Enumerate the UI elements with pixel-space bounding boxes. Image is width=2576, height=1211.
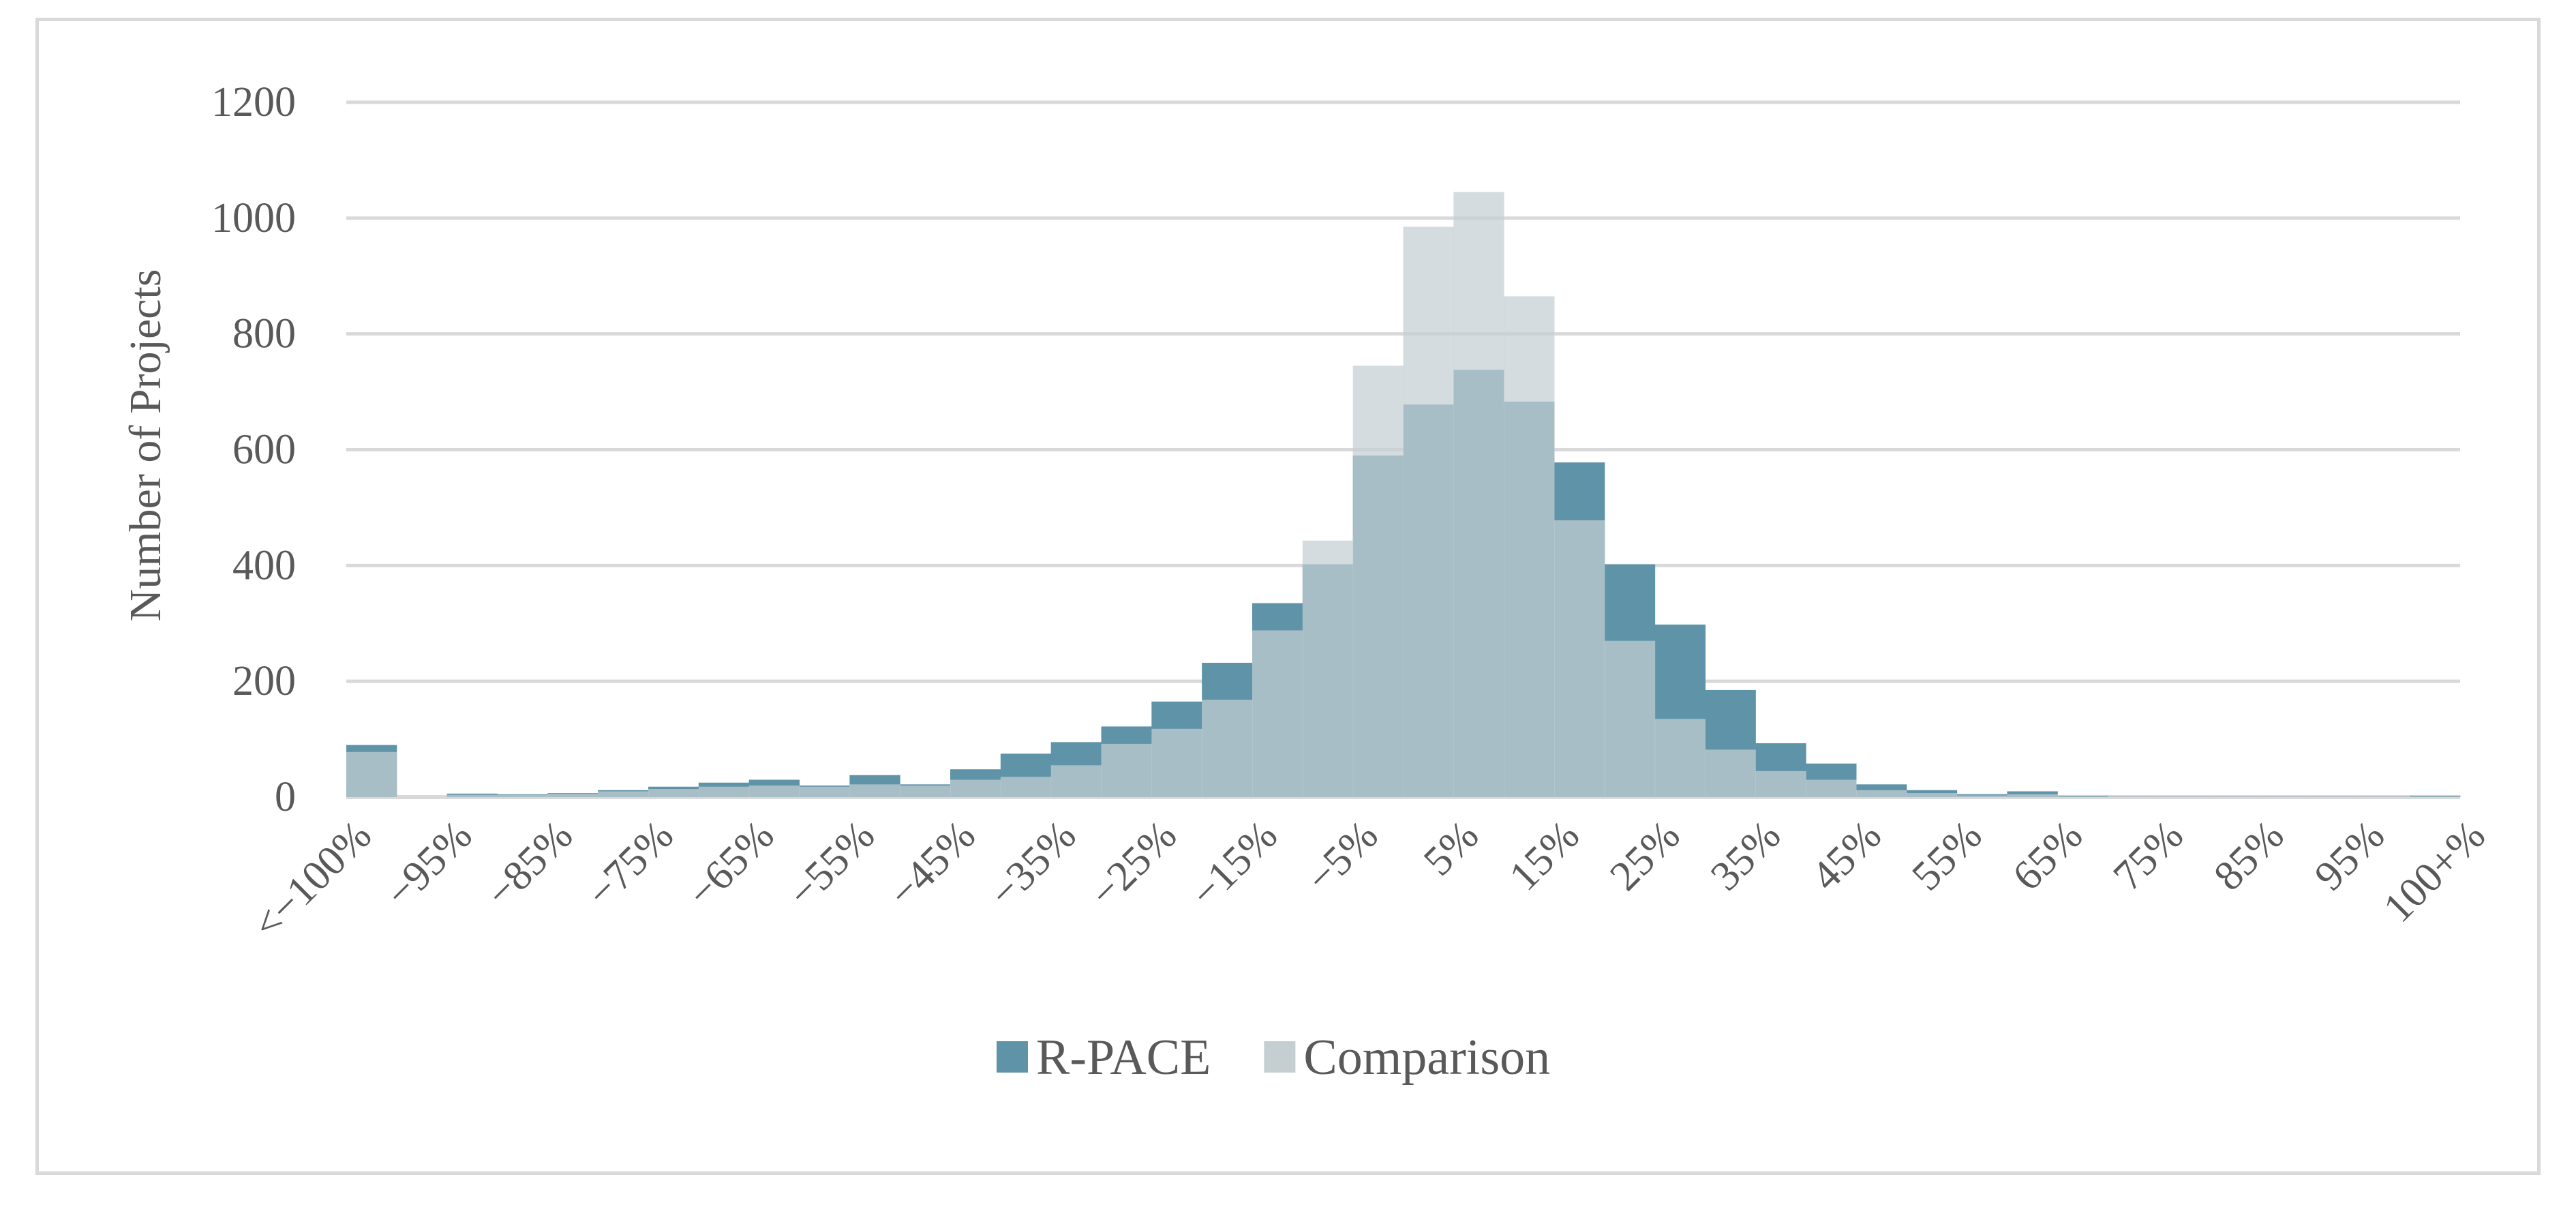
bar — [900, 786, 951, 797]
x-tick-label: −65% — [678, 812, 783, 916]
bar — [1806, 779, 1857, 797]
bar — [1352, 365, 1404, 797]
bar — [748, 786, 800, 797]
bar — [2309, 796, 2360, 797]
x-axis-ticks: <−100%−95%−85%−75%−65%−55%−45%−35%−25%−1… — [244, 812, 2494, 948]
x-tick-label: 5% — [1415, 812, 1488, 885]
bar — [346, 751, 397, 797]
bar — [1554, 520, 1605, 797]
x-tick-label: 15% — [1500, 812, 1588, 899]
bar — [698, 786, 750, 797]
bar — [2007, 794, 2058, 797]
bar — [1302, 540, 1354, 797]
chart-frame: 0 200 400 600 800 1000 1200 <−100% −95% −85% −75%… — [35, 18, 2541, 1175]
bar — [446, 794, 498, 797]
legend-swatch — [997, 1041, 1028, 1073]
bar — [849, 784, 900, 797]
y-tick-label: 1200 — [211, 79, 296, 125]
histogram-chart: 0 200 400 600 800 1000 1200 <−100%−95%−85%−75%… — [121, 79, 2494, 1086]
x-tick-label: −55% — [779, 812, 883, 916]
y-axis-ticks: 0 200 400 600 800 1000 1200 — [211, 79, 296, 820]
bar — [1906, 793, 1958, 797]
bar — [1252, 630, 1303, 797]
x-tick-label: 45% — [1802, 812, 1890, 899]
bar — [1604, 640, 1656, 797]
bar — [1151, 728, 1202, 797]
bar — [598, 791, 649, 797]
x-tick-label: −85% — [477, 812, 581, 916]
bar — [1202, 700, 1253, 797]
x-tick-label: −95% — [376, 812, 481, 916]
legend: R-PACE Comparison — [997, 1030, 1550, 1086]
legend-swatch — [1264, 1041, 1296, 1073]
series-comparison — [346, 192, 2461, 798]
legend-label: R-PACE — [1036, 1030, 1211, 1086]
y-tick-label: 1000 — [211, 195, 296, 241]
bar — [1654, 719, 1706, 797]
x-tick-label: 85% — [2205, 812, 2292, 899]
x-tick-label: −35% — [980, 812, 1085, 916]
x-tick-label: 95% — [2306, 812, 2393, 899]
x-tick-label: 65% — [2004, 812, 2091, 899]
y-tick-label: 800 — [232, 311, 296, 357]
x-tick-label: −15% — [1182, 812, 1286, 916]
bar — [1453, 192, 1504, 797]
bar — [2057, 796, 2108, 797]
x-tick-label: 25% — [1601, 812, 1688, 899]
y-axis-title: Number of Projects — [121, 269, 170, 622]
legend-label: Comparison — [1303, 1030, 1550, 1086]
y-tick-label: 0 — [275, 774, 296, 820]
bar — [2208, 796, 2260, 797]
x-tick-label: −25% — [1081, 812, 1185, 916]
bar — [1856, 790, 1907, 797]
bar — [1504, 296, 1555, 797]
x-tick-label: 100+% — [2375, 812, 2494, 931]
bar — [2108, 796, 2159, 797]
x-tick-label: 35% — [1702, 812, 1789, 899]
bar — [648, 789, 699, 797]
legend-item: R-PACE — [997, 1030, 1211, 1086]
bar — [2359, 796, 2410, 797]
bar — [1000, 777, 1052, 797]
bar — [1705, 749, 1756, 797]
x-tick-label: <−100% — [244, 812, 380, 948]
bar — [2410, 796, 2461, 797]
x-tick-label: 55% — [1903, 812, 1990, 899]
bars — [346, 192, 2461, 798]
bar — [1101, 743, 1152, 797]
legend-item: Comparison — [1264, 1030, 1550, 1086]
bar — [1956, 795, 2007, 797]
bar — [950, 779, 1001, 797]
y-tick-label: 200 — [232, 658, 296, 704]
x-tick-label: −75% — [578, 812, 682, 916]
y-tick-label: 600 — [232, 427, 296, 473]
x-tick-label: 75% — [2104, 812, 2192, 899]
bar — [547, 793, 598, 797]
bar — [799, 786, 850, 797]
x-tick-label: −45% — [880, 812, 984, 916]
bar — [2158, 796, 2209, 797]
x-tick-label: −5% — [1297, 812, 1387, 901]
bar — [1050, 765, 1102, 797]
bar — [1403, 226, 1454, 798]
bar — [2258, 796, 2309, 797]
y-tick-label: 400 — [232, 542, 296, 588]
bar — [497, 794, 548, 797]
bar — [1755, 771, 1806, 797]
